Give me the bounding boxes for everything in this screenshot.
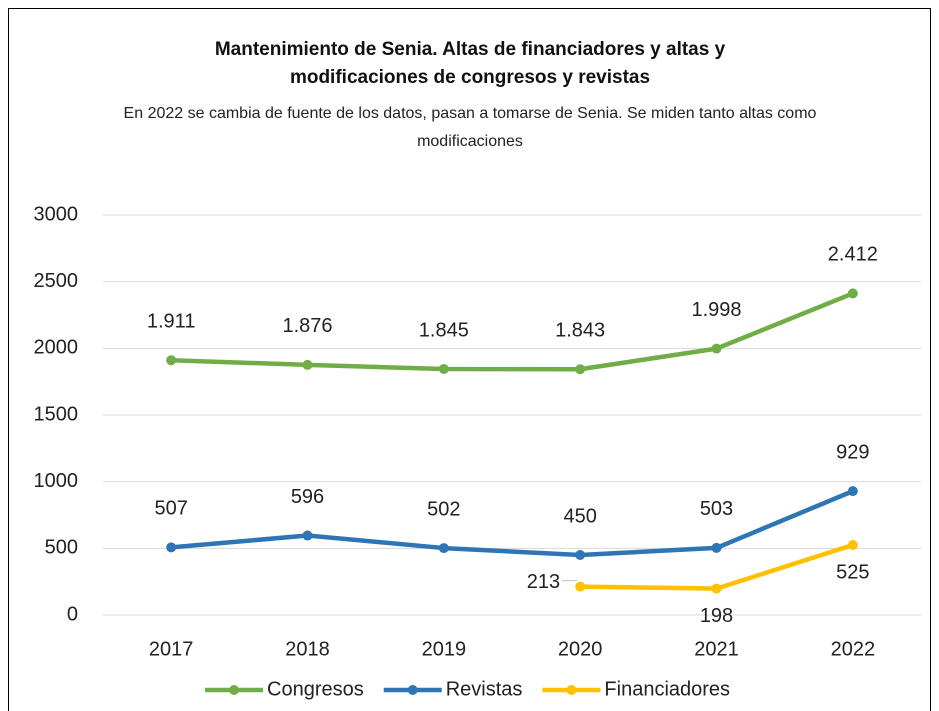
chart-border [8,8,931,711]
data-point [847,288,858,299]
x-tick-label: 2019 [422,638,467,660]
data-label: 929 [836,441,869,463]
data-label: 502 [427,498,460,520]
legend-label: Financiadores [604,678,730,700]
data-label: 213 [527,571,560,593]
x-tick-label: 2021 [694,638,739,660]
data-point [711,343,722,354]
y-tick-label: 2000 [34,337,79,359]
y-tick-label: 3000 [34,203,79,225]
y-tick-label: 1000 [34,470,79,492]
y-tick-label: 500 [45,537,78,559]
data-point [711,542,722,553]
data-label: 198 [700,605,733,627]
data-label: 507 [154,498,187,520]
data-label: 1.876 [282,315,332,337]
data-label: 525 [836,561,869,583]
data-point [575,550,586,560]
data-label: 1.845 [419,319,469,341]
data-point [302,359,313,370]
data-label: 503 [700,498,733,520]
x-tick-label: 2018 [285,638,330,660]
series-line [171,291,854,372]
legend-marker [229,685,239,695]
data-point [438,364,449,374]
x-tick-label: 2022 [831,638,876,660]
data-label: 596 [291,486,324,508]
x-tick-label: 2020 [558,638,603,660]
data-point [575,364,586,375]
data-point [166,355,177,366]
data-label: 1.843 [555,320,605,342]
legend-label: Congresos [267,678,364,700]
y-tick-label: 2500 [34,270,79,292]
legend-label: Revistas [446,678,523,700]
legend-marker [566,685,577,695]
data-label: 1.998 [691,299,741,321]
data-point [847,540,858,550]
series-line [170,489,854,558]
chart-title: Mantenimiento de Senia. Altas de financi… [214,39,726,88]
y-tick-label: 0 [67,603,78,625]
chart-subtitle: En 2022 se cambia de fuente de los datos… [123,105,817,150]
y-tick-label: 1500 [34,403,79,425]
legend-marker [407,685,418,695]
data-point [711,583,722,594]
data-point [575,581,586,592]
data-point [302,530,313,541]
data-point [438,543,449,554]
data-point [847,486,858,497]
data-label: 1.911 [147,310,196,332]
data-label: 450 [563,505,596,527]
data-point [166,542,177,553]
data-label: 2.412 [828,244,878,266]
x-tick-label: 2017 [149,638,194,660]
